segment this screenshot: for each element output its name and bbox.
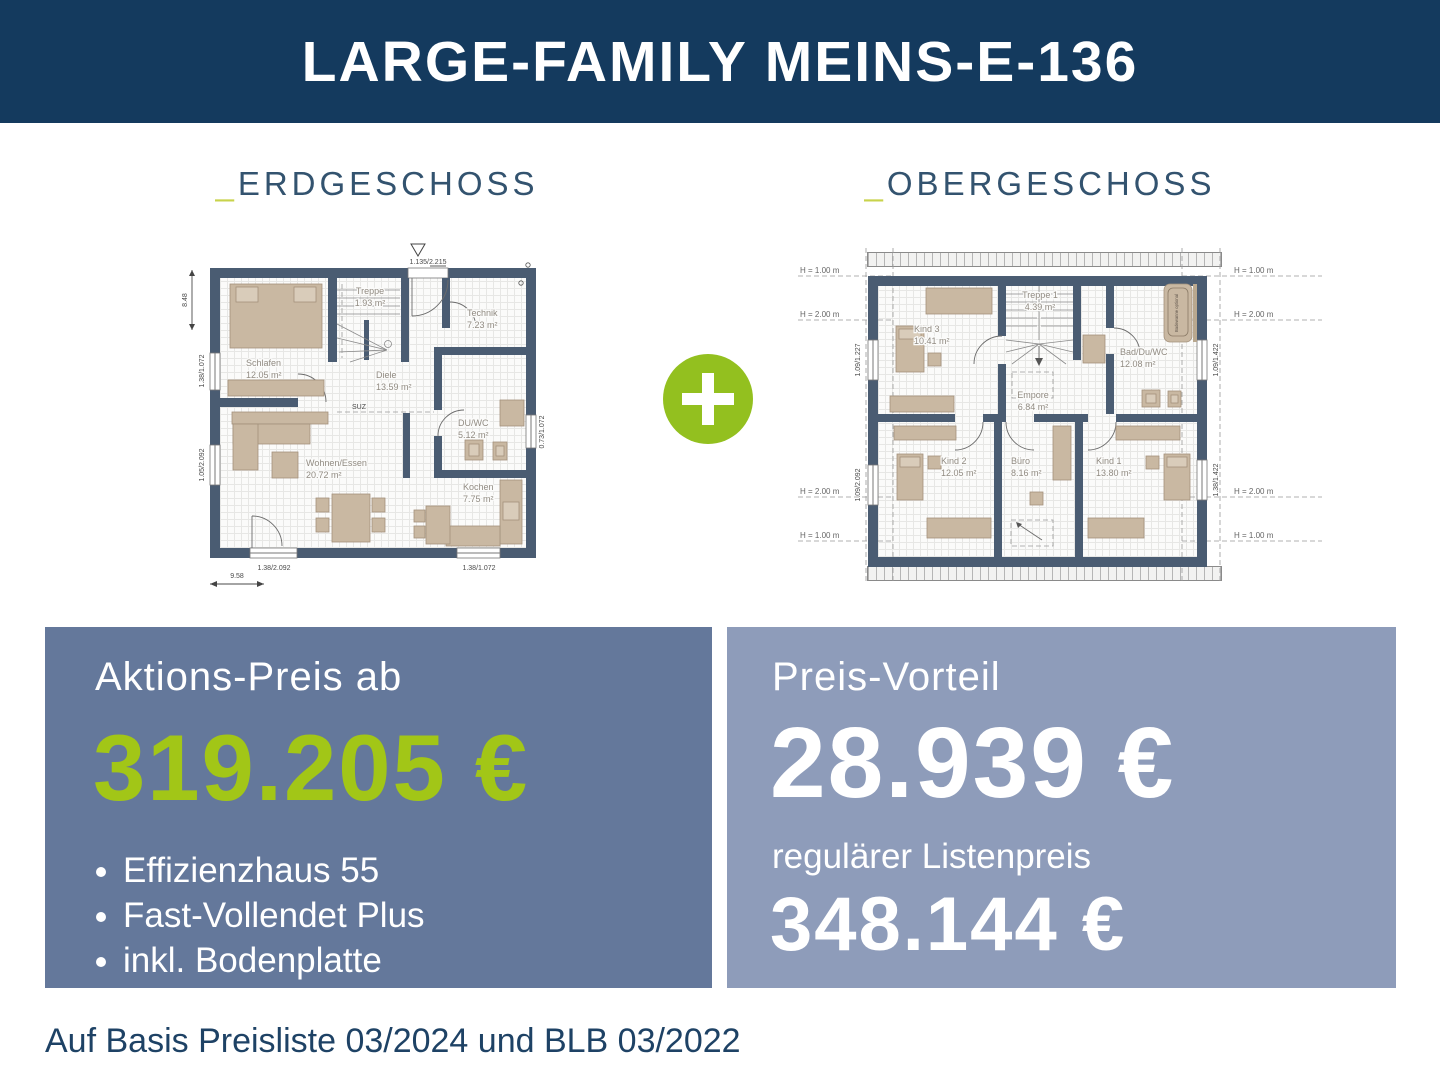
eg-dim-left-window-upper: 1.38/1.072	[199, 354, 206, 387]
room-label-technik: Technik	[467, 308, 498, 318]
feature-item: Effizienzhaus 55	[123, 848, 712, 893]
eg-dimensions: 1.135/2.215 8.48 1.38/1.072 1.05/2.092 0…	[182, 243, 546, 587]
room-area-kochen: 7.75 m²	[463, 494, 494, 504]
og-h-label: H = 1.00 m	[1234, 266, 1274, 275]
list-price-value: 348.144 €	[770, 882, 1127, 967]
og-h-label: H = 2.00 m	[1234, 310, 1274, 319]
og-furniture	[889, 283, 1197, 547]
og-h-label: H = 2.00 m	[800, 487, 840, 496]
offer-box-action-price: Aktions-Preis ab 319.205 € Effizienzhaus…	[45, 627, 712, 988]
heading-underscore: _	[215, 165, 238, 202]
feature-item: Fast-Vollendet Plus	[123, 893, 712, 938]
eg-windows	[209, 267, 537, 559]
og-door-arcs	[954, 327, 1141, 451]
room-label-kochen: Kochen	[463, 482, 494, 492]
og-h-label: H = 1.00 m	[800, 531, 840, 540]
room-area-wohnen: 20.72 m²	[306, 470, 342, 480]
og-dim-left-upper: 1.09/1.227	[855, 343, 862, 376]
eg-stairs	[336, 284, 400, 363]
price-advantage-value: 28.939 €	[770, 707, 1176, 819]
eg-furniture	[227, 283, 525, 547]
og-stairs	[1005, 286, 1074, 399]
eg-dim-right-window: 0.73/1.072	[539, 415, 546, 448]
room-area-treppe1: 4.39 m²	[1025, 302, 1056, 312]
eg-dim-bottom-width: 9.58	[230, 573, 244, 580]
eg-dim-left-window-lower: 1.05/2.092	[199, 448, 206, 481]
room-label-empore: Empore	[1017, 390, 1049, 400]
room-area-treppe: 1.93 m²	[355, 298, 386, 308]
offer-box-price-advantage: Preis-Vorteil 28.939 € regulärer Listenp…	[727, 627, 1396, 988]
page-title: LARGE-FAMILY MEINS-E-136	[301, 29, 1139, 94]
heading-erdgeschoss-label: ERDGESCHOSS	[237, 165, 539, 202]
room-area-kind3: 10.41 m²	[914, 336, 950, 346]
eg-dim-bottom-door: 1.38/2.092	[257, 565, 290, 572]
action-price-value: 319.205 €	[93, 715, 530, 820]
room-area-buero: 8.16 m²	[1011, 468, 1042, 478]
room-area-empore: 6.84 m²	[1018, 402, 1049, 412]
room-area-kind1: 13.80 m²	[1096, 468, 1132, 478]
heading-underscore: _	[864, 165, 887, 202]
room-area-duwc: 5.12 m²	[458, 430, 489, 440]
room-area-technik: 7.23 m²	[467, 320, 498, 330]
room-area-schlafen: 12.05 m²	[246, 370, 282, 380]
eg-interior-walls	[220, 278, 536, 478]
obergeschoss-floorplan: H = 1.00 m H = 2.00 m H = 2.00 m H = 1.0…	[798, 248, 1322, 582]
eg-section-line: SUZ	[337, 404, 434, 413]
heading-obergeschoss-label: OBERGESCHOSS	[886, 165, 1216, 202]
room-label-treppe: Treppe	[356, 286, 384, 296]
og-room-labels: Treppe 1 4.39 m² Kind 3 10.41 m² Bad/Du/…	[913, 289, 1179, 480]
eg-dim-left-height: 8.48	[182, 293, 189, 307]
erdgeschoss-floorplan: SUZ Treppe 1.93 m² Technik 7.23 m² Schla…	[182, 243, 546, 587]
eg-dim-entrance: 1.135/2.215	[410, 259, 447, 266]
heading-obergeschoss: _OBERGESCHOSS	[840, 165, 1240, 203]
room-label-bad: Bad/Du/WC	[1120, 347, 1168, 357]
og-interior-walls	[878, 286, 1197, 557]
og-outer-walls	[868, 276, 1207, 567]
header-bar: LARGE-FAMILY MEINS-E-136	[0, 0, 1440, 123]
room-area-bad: 12.08 m²	[1120, 359, 1156, 369]
og-h-label: H = 2.00 m	[1234, 487, 1274, 496]
action-price-label: Aktions-Preis ab	[95, 655, 403, 699]
eg-room-labels: Treppe 1.93 m² Technik 7.23 m² Schlafen …	[245, 285, 500, 506]
price-basis-note: Auf Basis Preisliste 03/2024 und BLB 03/…	[45, 1022, 741, 1060]
eg-section-label: SUZ	[352, 404, 367, 411]
og-h-label: H = 1.00 m	[1234, 531, 1274, 540]
og-windows	[867, 339, 1208, 506]
room-label-wohnen: Wohnen/Essen	[306, 458, 367, 468]
eg-outer-walls	[210, 268, 536, 558]
feature-list: Effizienzhaus 55 Fast-Vollendet Plus ink…	[45, 848, 712, 983]
og-dimensions: 1.09/1.227 1.09/2.092 1.09/1.422 1.38/1.…	[855, 343, 1220, 501]
bathtub-note: Badewanne optional	[1174, 294, 1179, 332]
room-area-kind2: 12.05 m²	[941, 468, 977, 478]
og-h-label: H = 2.00 m	[800, 310, 840, 319]
og-dim-right-lower: 1.38/1.422	[1213, 463, 1220, 496]
price-advantage-label: Preis-Vorteil	[772, 655, 1001, 699]
roof-eave-strip-top	[867, 252, 1222, 267]
og-h-label: H = 1.00 m	[800, 266, 840, 275]
room-label-diele: Diele	[376, 370, 397, 380]
room-area-diele: 13.59 m²	[376, 382, 412, 392]
og-dim-right-upper: 1.09/1.422	[1213, 343, 1220, 376]
og-roof-lines: H = 1.00 m H = 2.00 m H = 2.00 m H = 1.0…	[798, 248, 1322, 582]
room-label-buero: Büro	[1011, 456, 1030, 466]
eg-dim-bottom-window: 1.38/1.072	[462, 565, 495, 572]
room-label-duwc: DU/WC	[458, 418, 489, 428]
heading-erdgeschoss: _ERDGESCHOSS	[180, 165, 574, 203]
room-label-kind3: Kind 3	[914, 324, 940, 334]
feature-item: inkl. Bodenplatte	[123, 938, 712, 983]
room-label-treppe1: Treppe 1	[1022, 290, 1058, 300]
plus-icon	[663, 354, 753, 444]
list-price-label: regulärer Listenpreis	[772, 837, 1092, 876]
room-label-kind2: Kind 2	[941, 456, 967, 466]
room-label-schlafen: Schlafen	[246, 358, 281, 368]
entrance-marker-triangle	[410, 243, 426, 257]
og-dim-left-lower: 1.09/2.092	[855, 468, 862, 501]
plus-bar-vertical	[702, 373, 714, 425]
room-label-kind1: Kind 1	[1096, 456, 1122, 466]
